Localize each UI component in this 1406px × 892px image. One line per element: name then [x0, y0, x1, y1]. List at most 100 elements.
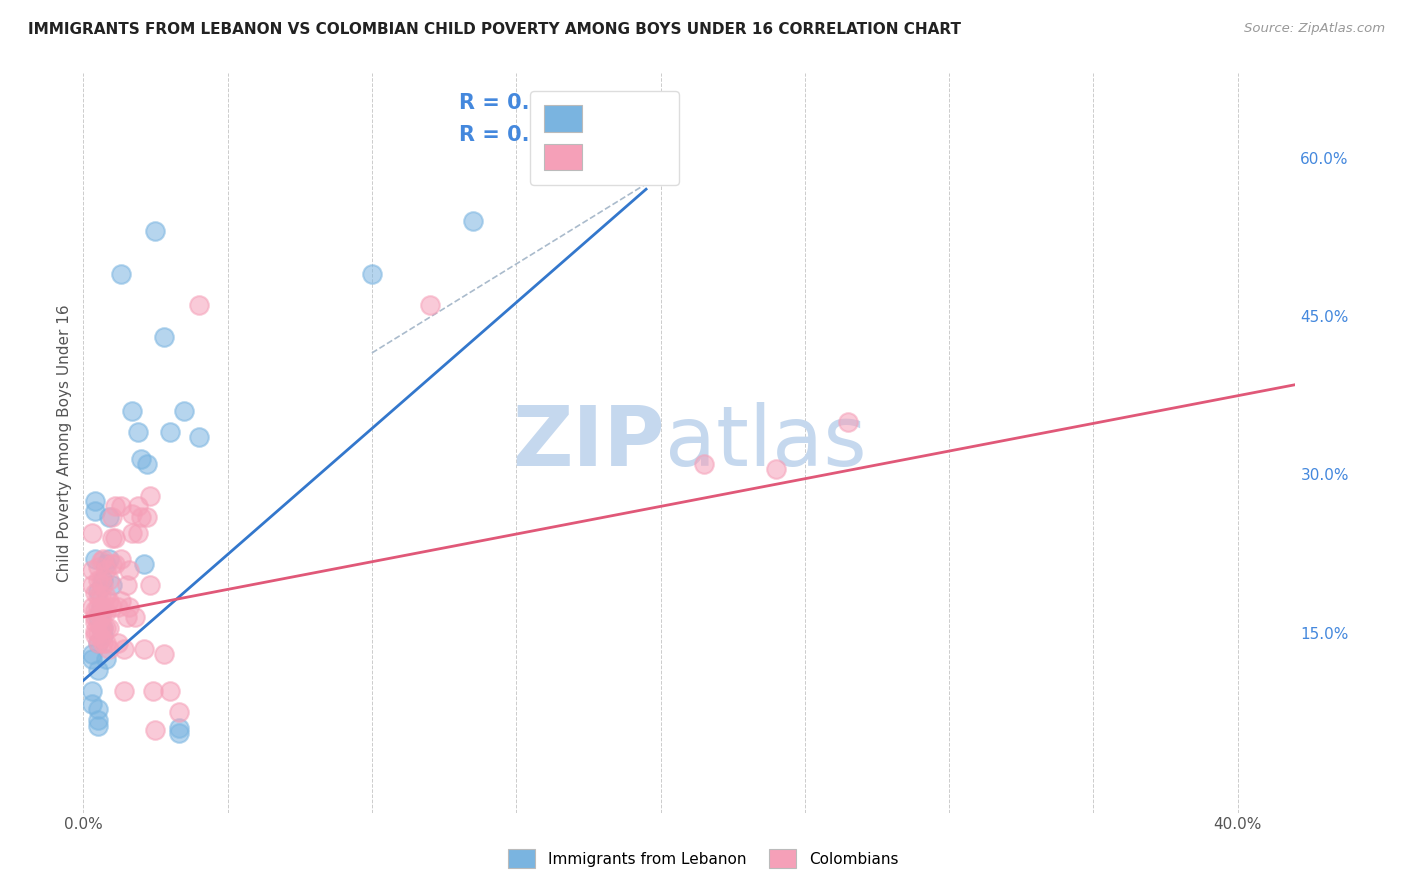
Point: [101, 531, 124, 545]
Point: [361, 267, 384, 281]
Point: [132, 558, 155, 572]
Point: [110, 594, 132, 608]
Point: [129, 509, 152, 524]
Point: [90, 599, 112, 614]
Point: [87, 636, 110, 650]
Point: [90, 589, 112, 603]
Point: [129, 451, 152, 466]
Point: [693, 457, 716, 471]
Point: [101, 558, 124, 572]
Point: [87, 573, 110, 587]
Point: [110, 267, 132, 281]
Point: [138, 489, 160, 503]
Point: [87, 589, 110, 603]
Point: [90, 599, 112, 614]
Legend: Immigrants from Lebanon, Colombians: Immigrants from Lebanon, Colombians: [501, 841, 905, 875]
Point: [93, 636, 115, 650]
Point: [80, 652, 103, 666]
Point: [93, 578, 115, 592]
Point: [93, 628, 115, 642]
Point: [90, 621, 112, 635]
Point: [93, 605, 115, 619]
Legend:           ,           : ,: [530, 91, 679, 185]
Text: R = 0.669   N = 40: R = 0.669 N = 40: [460, 93, 673, 112]
Point: [121, 404, 143, 418]
Text: Source: ZipAtlas.com: Source: ZipAtlas.com: [1244, 22, 1385, 36]
Point: [135, 457, 157, 471]
Point: [187, 298, 209, 312]
Point: [167, 726, 190, 740]
Point: [80, 562, 103, 576]
Point: [765, 462, 787, 476]
Point: [96, 636, 118, 650]
Point: [115, 610, 138, 624]
Point: [124, 610, 146, 624]
Point: [127, 499, 149, 513]
Point: [159, 684, 181, 698]
Point: [142, 684, 165, 698]
Point: [90, 621, 112, 635]
Point: [83, 624, 105, 638]
Point: [87, 583, 110, 598]
Point: [187, 430, 209, 444]
Point: [83, 504, 105, 518]
Point: [101, 509, 124, 524]
Point: [153, 330, 176, 344]
Point: [167, 721, 190, 735]
Point: [87, 610, 110, 624]
Point: [104, 499, 127, 513]
Point: [121, 525, 143, 540]
Point: [173, 404, 195, 418]
Point: [167, 705, 190, 719]
Point: [96, 652, 118, 666]
Point: [145, 224, 167, 238]
Point: [96, 558, 118, 572]
Point: [96, 562, 118, 576]
Point: [98, 594, 121, 608]
Point: [87, 615, 110, 630]
Point: [101, 599, 124, 614]
Point: [115, 578, 138, 592]
Point: [93, 552, 115, 566]
Point: [87, 713, 110, 727]
Point: [90, 573, 112, 587]
Text: IMMIGRANTS FROM LEBANON VS COLOMBIAN CHILD POVERTY AMONG BOYS UNDER 16 CORRELATI: IMMIGRANTS FROM LEBANON VS COLOMBIAN CHI…: [28, 22, 962, 37]
Point: [87, 719, 110, 733]
Point: [110, 552, 132, 566]
Point: [112, 684, 135, 698]
Text: atlas: atlas: [665, 402, 868, 483]
Point: [101, 578, 124, 592]
Point: [135, 509, 157, 524]
Point: [153, 647, 176, 661]
Point: [83, 586, 105, 600]
Point: [93, 621, 115, 635]
Point: [98, 552, 121, 566]
Point: [90, 605, 112, 619]
Point: [90, 610, 112, 624]
Point: [96, 589, 118, 603]
Point: [419, 298, 441, 312]
Point: [98, 573, 121, 587]
Point: [83, 494, 105, 508]
Point: [110, 499, 132, 513]
Point: [837, 415, 859, 429]
Point: [80, 578, 103, 592]
Point: [93, 621, 115, 635]
Point: [127, 425, 149, 440]
Point: [104, 531, 127, 545]
Point: [90, 554, 112, 568]
Point: [461, 214, 484, 228]
Point: [80, 684, 103, 698]
Point: [112, 641, 135, 656]
Point: [90, 631, 112, 645]
Point: [87, 626, 110, 640]
Point: [159, 425, 181, 440]
Point: [83, 552, 105, 566]
Point: [87, 663, 110, 677]
Point: [80, 647, 103, 661]
Point: [83, 615, 105, 630]
Point: [80, 599, 103, 614]
Point: [127, 525, 149, 540]
Point: [87, 560, 110, 574]
Point: [93, 573, 115, 587]
